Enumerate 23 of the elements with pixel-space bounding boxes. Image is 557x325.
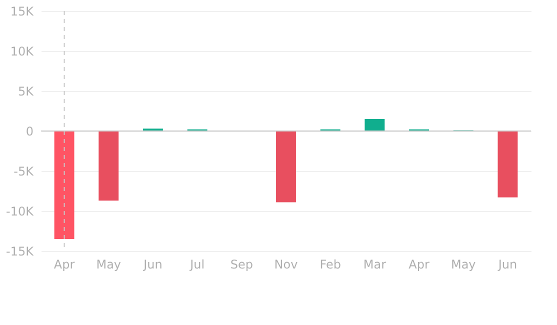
y-tick-label: -5K [14, 164, 35, 178]
x-tick-label: Apr [408, 258, 430, 272]
bar [98, 131, 119, 201]
bar [54, 131, 74, 239]
y-tick-label: 0 [26, 124, 34, 138]
bar [276, 131, 296, 202]
x-tick-label: Jun [142, 258, 162, 272]
bar [498, 131, 518, 198]
x-tick-label: Jun [497, 258, 518, 272]
y-tick-label: 10K [10, 44, 35, 58]
x-tick-label: Jul [189, 258, 205, 272]
y-tick-label: 15K [10, 4, 35, 18]
x-tick-label: Feb [320, 258, 341, 272]
bar [364, 119, 385, 131]
x-tick-label: May [96, 258, 122, 272]
x-tick-label: May [450, 258, 476, 272]
x-tick-label: Sep [230, 258, 253, 272]
x-tick-label: Mar [363, 258, 386, 272]
y-tick-label: 5K [18, 84, 35, 98]
y-tick-label: -15K [6, 244, 35, 258]
x-tick-label: Nov [274, 258, 298, 272]
y-tick-label: -10K [6, 204, 35, 218]
x-tick-label: Apr [54, 258, 75, 272]
